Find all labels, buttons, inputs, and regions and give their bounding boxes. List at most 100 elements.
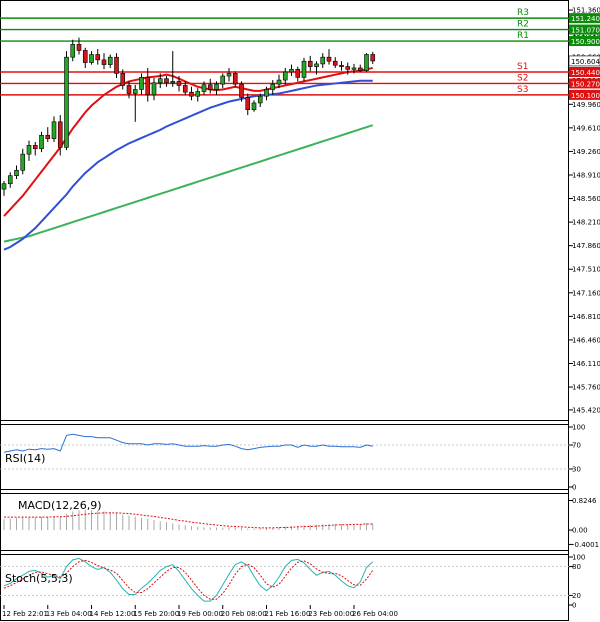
candle-body-bull xyxy=(20,153,26,171)
level-name-r2: R2 xyxy=(517,20,529,30)
level-tag-bg-r2 xyxy=(569,24,600,35)
candle-body-bear xyxy=(239,83,244,98)
time-tick-label: 13 Feb 04:00 xyxy=(46,610,92,618)
level-tag-s2: 150.270 xyxy=(571,80,600,88)
candle xyxy=(270,80,276,95)
level-price-tags: 151.240 151.070 150.900 150.440 150.270 150.1… xyxy=(569,13,600,100)
candle xyxy=(182,81,188,95)
candle-body-bear xyxy=(95,54,101,61)
candle xyxy=(76,37,82,55)
candle-body-bull xyxy=(364,54,369,71)
candle xyxy=(145,67,151,102)
price-candles xyxy=(1,37,376,196)
candle-body-bear xyxy=(307,60,313,67)
candle-body-bull xyxy=(251,102,257,110)
candle xyxy=(245,93,251,116)
candle-body-bull xyxy=(107,56,113,65)
candle xyxy=(189,86,194,101)
price-tick-label: 149.960 xyxy=(572,101,600,109)
candle xyxy=(332,57,338,68)
macd-tick-label: -0.4001 xyxy=(572,541,599,549)
candle xyxy=(264,86,269,101)
candle xyxy=(1,181,7,196)
candle-body-bull xyxy=(157,78,163,84)
level-name-s3: S3 xyxy=(517,85,528,95)
candle-body-bear xyxy=(82,50,88,63)
rsi-tick-label: 0 xyxy=(572,484,576,492)
candle-body-bear xyxy=(232,73,238,85)
candle-body-bull xyxy=(89,54,94,63)
candle xyxy=(14,165,19,180)
candle xyxy=(114,53,119,79)
price-tick-label: 145.420 xyxy=(572,406,600,414)
candle-body-bull xyxy=(51,121,57,139)
candle-body-bull xyxy=(214,83,219,90)
candle xyxy=(57,115,63,156)
current-price-box xyxy=(568,55,600,67)
macd-signal-line xyxy=(4,512,373,529)
candle xyxy=(82,47,88,68)
current-price-label: 150.604 xyxy=(571,58,600,66)
level-name-r3: R3 xyxy=(517,8,529,18)
time-tick-label: 14 Feb 12:00 xyxy=(90,610,136,618)
candle xyxy=(201,81,207,95)
time-tick-label: 21 Feb 16:00 xyxy=(265,610,311,618)
candle-body-bear xyxy=(357,67,363,71)
candle xyxy=(51,116,57,142)
candle xyxy=(320,53,326,68)
level-tag-r3: 151.240 xyxy=(571,15,600,23)
candle xyxy=(351,63,357,74)
candle-body-bear xyxy=(57,121,63,148)
macd-tick-label: 0.00 xyxy=(572,527,588,535)
candle-body-bull xyxy=(276,79,282,85)
candle-body-bull xyxy=(220,75,226,85)
candle xyxy=(257,93,263,107)
price-tick-label: 148.210 xyxy=(572,219,600,227)
candle xyxy=(195,88,201,102)
price-tick-label: 148.910 xyxy=(572,171,600,179)
candle xyxy=(220,73,226,89)
candle xyxy=(32,142,38,156)
candle xyxy=(295,66,301,82)
price-tick-label: 146.810 xyxy=(572,313,600,321)
candle xyxy=(45,127,51,142)
candle-body-bull xyxy=(264,89,269,97)
candle xyxy=(339,61,344,71)
candle-body-bear xyxy=(164,78,169,84)
level-tag-bg-s1 xyxy=(569,66,600,77)
candle xyxy=(126,81,132,99)
candle xyxy=(214,81,219,95)
candle-body-bull xyxy=(170,81,176,84)
level-name-s1: S1 xyxy=(517,62,528,72)
candle-body-bear xyxy=(295,68,301,78)
candle-body-bear xyxy=(176,81,182,86)
price-tick-label: 151.360 xyxy=(572,7,600,15)
candle-body-bull xyxy=(351,67,357,70)
rsi-tick-label: 70 xyxy=(572,442,581,450)
candle xyxy=(176,76,182,92)
time-tick-label: 26 Feb 04:00 xyxy=(352,610,398,618)
level-name-r1: R1 xyxy=(517,31,529,41)
candle xyxy=(39,131,44,153)
candle-body-bull xyxy=(314,63,319,67)
candle-body-bear xyxy=(370,54,376,62)
stoch-tick-label: 20 xyxy=(572,592,581,600)
level-tag-r1: 150.900 xyxy=(571,38,600,46)
candle-body-bear xyxy=(207,84,213,90)
stoch-d-line xyxy=(3,559,374,600)
candle-body-bear xyxy=(101,59,107,65)
candle xyxy=(282,67,288,85)
level-tag-bg-r3 xyxy=(569,13,600,24)
candle-body-bull xyxy=(132,89,138,94)
stoch-tick-label: 0 xyxy=(572,602,576,610)
time-tick-label: 23 Feb 00:00 xyxy=(308,610,354,618)
price-tick-label: 147.510 xyxy=(572,266,600,274)
candle-body-bull xyxy=(39,134,44,150)
level-tag-bg-s2 xyxy=(569,78,600,89)
candle xyxy=(301,57,307,82)
candle-body-bull xyxy=(1,183,7,190)
price-tick-label: 146.110 xyxy=(572,360,600,368)
candle-body-bear xyxy=(45,134,51,139)
price-tick-label: 146.460 xyxy=(572,336,600,344)
